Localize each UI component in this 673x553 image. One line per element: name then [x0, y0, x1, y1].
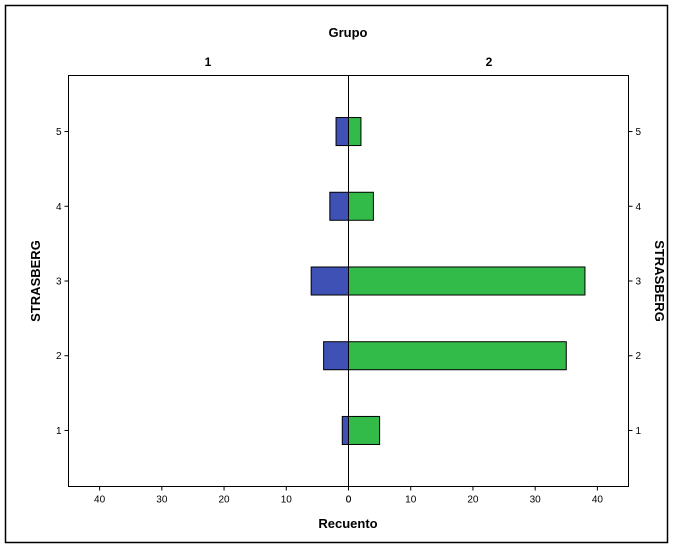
y-tick-label-left-3: 3 — [56, 277, 62, 288]
bar-group1-1 — [341, 415, 349, 445]
x-tick-label-right-30: 30 — [530, 495, 542, 506]
y-tick-label-left-1: 1 — [56, 426, 62, 437]
bar-group2-3 — [348, 266, 586, 296]
x-tick-label-left-40: 40 — [94, 495, 106, 506]
x-tick-label-left-20: 20 — [218, 495, 230, 506]
y-tick-label-left-2: 2 — [56, 351, 62, 362]
bar-group2-4 — [348, 191, 374, 221]
bar-group2-1 — [348, 415, 381, 445]
group-label-left: 1 — [205, 55, 212, 69]
bar-group1-2 — [323, 341, 350, 371]
x-tick-label-left-30: 30 — [156, 495, 168, 506]
y-tick-label-right-3: 3 — [636, 277, 642, 288]
x-tick-label-right-10: 10 — [405, 495, 417, 506]
y-tick-label-right-2: 2 — [636, 351, 642, 362]
x-tick-label-left-0: 0 — [346, 495, 352, 506]
bar-group1-3 — [310, 266, 349, 296]
x-tick-label-right-40: 40 — [592, 495, 604, 506]
y-axis-label-right: STRASBERG — [652, 240, 667, 322]
x-tick-label-right-0: 0 — [346, 495, 352, 506]
y-tick-label-right-1: 1 — [636, 426, 642, 437]
bars-layer — [310, 117, 586, 445]
bar-group2-2 — [348, 341, 567, 371]
x-axis-label: Recuento — [318, 516, 377, 531]
bar-group2-5 — [348, 117, 362, 147]
y-axis-label-left: STRASBERG — [28, 240, 43, 322]
group-label-right: 2 — [486, 55, 493, 69]
y-tick-label-left-5: 5 — [56, 127, 62, 138]
x-tick-label-right-20: 20 — [467, 495, 479, 506]
bar-group1-4 — [329, 191, 350, 221]
bar-group1-5 — [335, 117, 349, 147]
ticks-layer: 1 12 23 34 45 540 30 20 10 00 10 20 30 40 — [56, 127, 642, 505]
y-tick-label-right-5: 5 — [636, 127, 642, 138]
chart-title: Grupo — [329, 25, 368, 40]
y-tick-label-right-4: 4 — [636, 202, 642, 213]
y-tick-label-left-4: 4 — [56, 202, 62, 213]
x-tick-label-left-10: 10 — [281, 495, 293, 506]
